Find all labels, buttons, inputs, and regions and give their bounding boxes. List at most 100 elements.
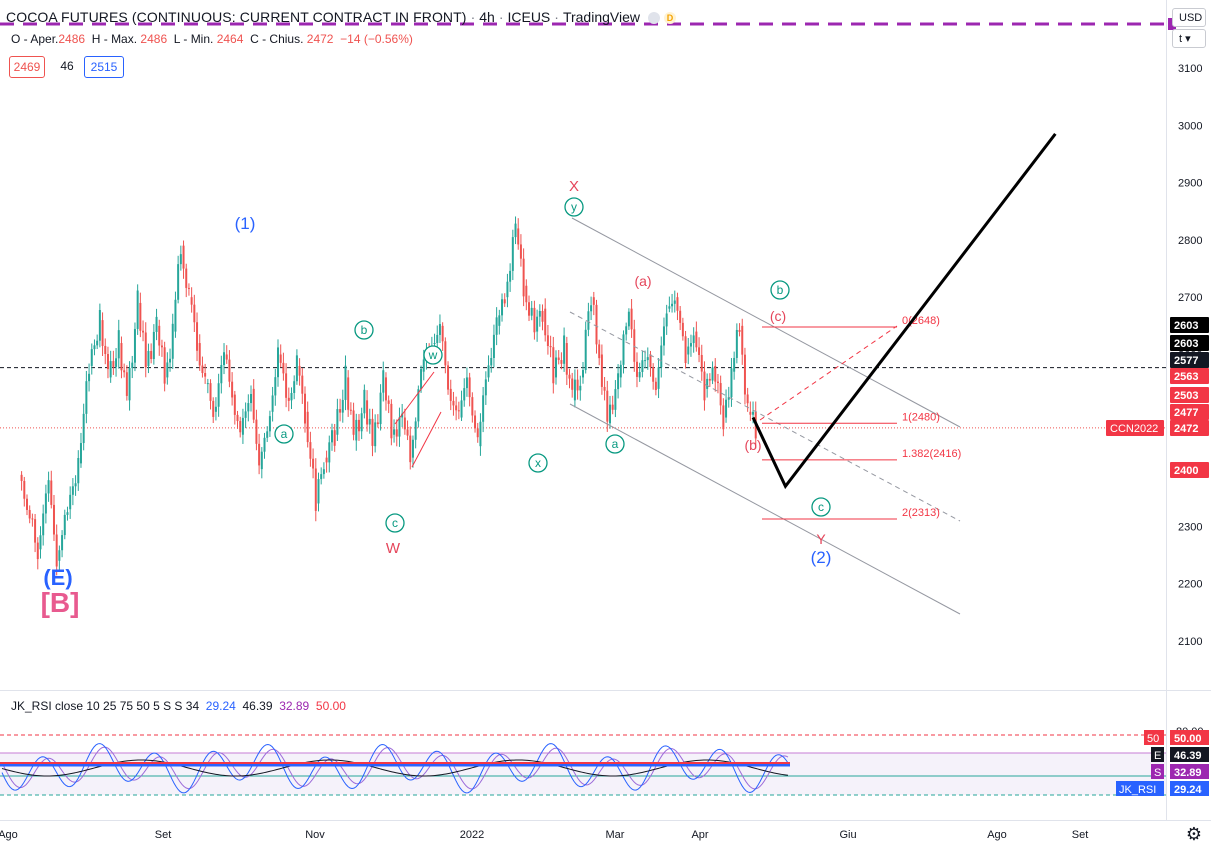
candle-body (25, 498, 28, 510)
candle-body (730, 368, 733, 398)
candle-body (120, 343, 123, 371)
candle-body (406, 429, 409, 436)
candle-body (20, 474, 23, 481)
candle-body (220, 365, 223, 384)
candle-body (349, 409, 352, 411)
candle-body (279, 354, 282, 363)
rsi-axis-value: 32.89 (1174, 767, 1202, 779)
candle-body (403, 417, 406, 430)
fib-level-label: 2(2313) (902, 507, 940, 519)
scale-mode-select[interactable]: t ▾ (1172, 29, 1206, 48)
fib-level-label: 1.382(2416) (902, 448, 961, 460)
candle-body (727, 397, 730, 400)
candle-body (52, 504, 55, 535)
rsi-value-bg (1170, 764, 1209, 779)
candle-body (317, 479, 320, 504)
candle-body (285, 373, 288, 398)
candle-body (61, 535, 64, 551)
candle-body (414, 421, 417, 440)
candle-body (209, 383, 212, 401)
candle-body (460, 400, 463, 418)
candle-body (23, 480, 26, 499)
sell-price-box[interactable]: 2469 (9, 56, 45, 78)
candle-body (274, 377, 277, 396)
rsi-black-line (1, 759, 789, 777)
candle-body (136, 290, 139, 329)
candle-body (322, 469, 325, 475)
candle-body (495, 317, 498, 335)
candle-body (498, 315, 501, 326)
wave-label-b-paren: (b) (744, 437, 761, 453)
candle-body (266, 431, 269, 438)
rsi-value-2: 46.39 (242, 699, 273, 713)
y-tick-label: 2100 (1178, 636, 1202, 648)
candle-body (320, 474, 323, 480)
candle-body (514, 223, 517, 238)
currency-select[interactable]: USD ▾ (1172, 8, 1206, 43)
price-axis-label-bg (1170, 462, 1209, 478)
candle-body (468, 377, 471, 398)
rsi-tag: S (1154, 767, 1161, 779)
rsi-band (0, 753, 1166, 795)
candle-body (479, 421, 482, 447)
candle-body (544, 308, 547, 336)
candle-body (131, 362, 134, 369)
candle-body (665, 313, 668, 327)
high-value: 2486 (140, 32, 168, 46)
interval-label[interactable]: 4h (479, 9, 495, 25)
candle-body (301, 375, 304, 394)
candle-body (654, 381, 657, 391)
high-label: H - Max. (91, 32, 138, 46)
candle-body (657, 367, 660, 389)
candle-body (555, 357, 558, 378)
y-tick-label: 3000 (1178, 120, 1202, 132)
candle-body (646, 357, 649, 361)
wave-label-x: x (535, 456, 541, 470)
candle-body (196, 322, 199, 351)
candle-body (390, 403, 393, 439)
candle-body (31, 518, 34, 520)
candle-body (438, 324, 441, 335)
symbol-title[interactable]: COCOA FUTURES (CONTINUOUS: CURRENT CONTR… (6, 9, 467, 25)
candle-body (79, 443, 82, 464)
candle-body (660, 345, 663, 368)
rsi-tag-bg (1144, 730, 1164, 745)
candle-body (487, 365, 490, 378)
candle-body (252, 388, 255, 420)
candle-body (679, 310, 682, 323)
candle-body (530, 307, 533, 316)
candle-body (452, 400, 455, 406)
candle-body (395, 429, 398, 437)
price-axis-label: 2400 (1174, 465, 1198, 477)
candle-body (339, 409, 342, 413)
chart-header: COCOA FUTURES (CONTINUOUS: CURRENT CONTR… (6, 9, 676, 25)
candle-body (231, 381, 234, 398)
candle-body (433, 343, 436, 345)
candle-body (333, 430, 336, 446)
candle-body (568, 374, 571, 379)
wave-label-w: w (428, 348, 438, 362)
channel-lower-line (569, 403, 961, 615)
x-tick-label: Nov (305, 829, 325, 841)
candle-body (336, 409, 339, 435)
wave-label-E: (E) (43, 565, 72, 590)
candle-body (652, 366, 655, 382)
price-axis-label-bg (1170, 335, 1209, 351)
candle-body (393, 429, 396, 435)
buy-price-box[interactable]: 2515 (84, 56, 124, 78)
wave-label-y: y (571, 200, 577, 214)
candle-body (384, 377, 387, 401)
wave-label-a2-circle (605, 434, 625, 454)
rsi-tag: E (1154, 750, 1161, 762)
candle-body (552, 347, 555, 384)
wave-label-c2-circle (811, 497, 831, 517)
y-tick-label: 2800 (1178, 235, 1202, 247)
candle-body (533, 307, 536, 333)
candle-body (82, 413, 85, 444)
settings-gear-icon[interactable]: ⚙ (1185, 824, 1203, 844)
market-status-icon (648, 12, 660, 25)
candle-body (101, 320, 104, 346)
candle-body (573, 379, 576, 401)
wave-label-a1: a (281, 427, 288, 441)
